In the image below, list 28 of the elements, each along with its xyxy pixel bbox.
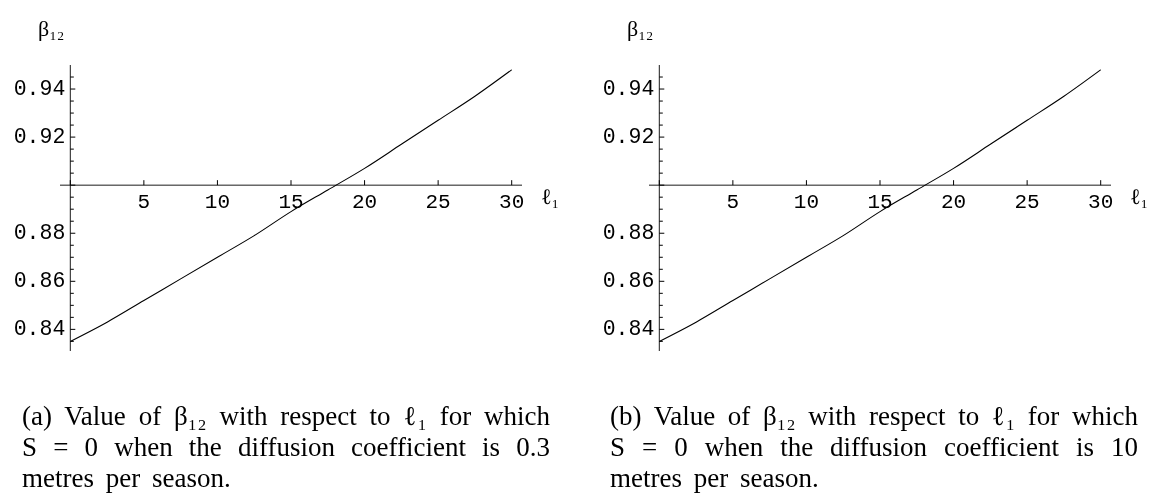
y-tick-label: 0.88 <box>13 221 66 246</box>
y-tick-label: 0.92 <box>602 125 655 150</box>
y-tick-label: 0.86 <box>13 269 66 294</box>
y-tick-label: 0.84 <box>602 317 655 342</box>
x-axis-title: ℓ₁ <box>541 184 560 211</box>
y-tick-label: 0.94 <box>13 77 66 102</box>
y-tick-label: 0.94 <box>602 77 655 102</box>
text: (b) Value of β₁₂ with respect to ℓ₁ for which S = 0 when the diffusion coefficient is 10 metres per season. <box>610 401 1138 494</box>
y-axis-title: β₁₂ <box>627 16 654 42</box>
x-tick-label: 20 <box>351 190 378 214</box>
x-tick-label: 20 <box>940 190 967 214</box>
y-tick-label: 0.88 <box>602 221 655 246</box>
x-tick-label: 10 <box>204 190 231 214</box>
y-axis-title: β₁₂ <box>38 16 65 42</box>
x-tick-label: 5 <box>137 190 151 214</box>
x-tick-label: 5 <box>726 190 740 214</box>
x-tick-label: 30 <box>1088 190 1114 214</box>
x-tick-label: 25 <box>1014 190 1040 214</box>
x-tick-label: 15 <box>278 190 304 214</box>
text: (a) Value of β₁₂ with respect to ℓ₁ for which S = 0 when the diffusion coefficient is 0.3 metres per season. <box>22 401 550 494</box>
x-tick-label: 25 <box>425 190 451 214</box>
y-tick-label: 0.92 <box>13 125 66 150</box>
x-tick-label: 10 <box>793 190 820 214</box>
x-tick-label: 30 <box>499 190 525 214</box>
x-axis-title: ℓ₁ <box>1130 184 1149 211</box>
y-tick-label: 0.84 <box>13 317 66 342</box>
y-tick-label: 0.86 <box>602 269 655 294</box>
x-tick-label: 15 <box>867 190 893 214</box>
